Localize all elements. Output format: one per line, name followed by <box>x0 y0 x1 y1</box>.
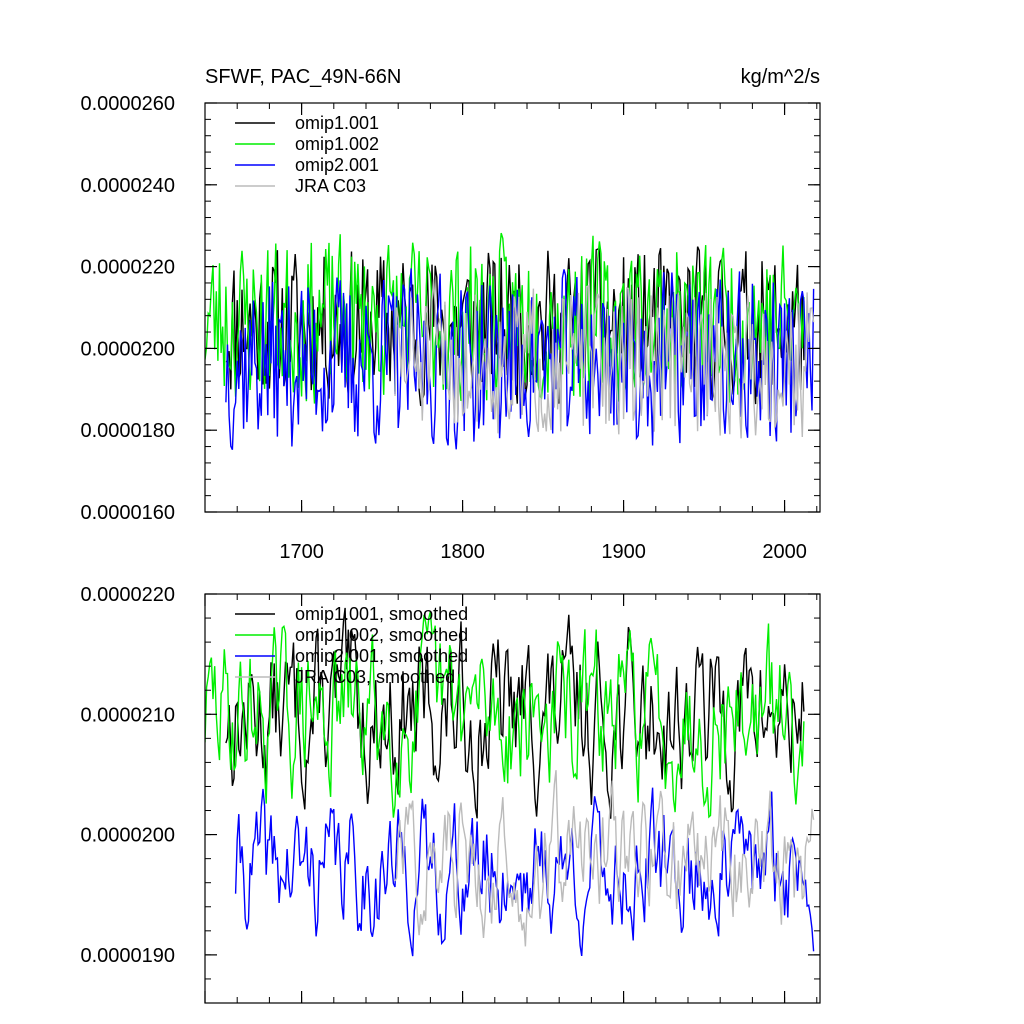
x-tick-label: 1700 <box>279 541 324 563</box>
top-panel: SFWF, PAC_49N-66N kg/m^2/s 0.00001600.00… <box>80 66 821 563</box>
top-series-group <box>205 232 815 450</box>
bottom-series-group <box>205 607 815 957</box>
y-tick-label: 0.0000200 <box>80 825 175 847</box>
y-tick-label: 0.0000210 <box>80 704 175 726</box>
y-tick-label: 0.0000180 <box>80 420 175 442</box>
legend-label: omip2.001, smoothed <box>295 646 468 666</box>
series-line-omip2-001-smoothed <box>234 787 815 957</box>
y-tick-label: 0.0000190 <box>80 945 175 967</box>
top-chart-units: kg/m^2/s <box>741 66 820 88</box>
legend-label: JRA C03, smoothed <box>295 667 455 687</box>
y-tick-label: 0.0000260 <box>80 93 175 115</box>
series-line-omip1-001-smoothed <box>225 607 805 819</box>
legend-label: omip1.001, smoothed <box>295 604 468 624</box>
plot-frame <box>204 102 821 513</box>
bottom-panel: 0.0000190 0.0000200 0.0000210 0.0000220 omi… <box>80 584 821 1004</box>
y-tick-label: 0.0000240 <box>80 175 175 197</box>
top-chart-title: SFWF, PAC_49N-66N <box>205 66 401 88</box>
legend-label: omip2.001 <box>295 155 379 175</box>
series-line-omip1-002 <box>205 232 805 404</box>
series-line-jra-c03 <box>394 279 815 439</box>
series-line-jra-c03-smoothed <box>394 770 815 947</box>
x-tick-label: 1900 <box>601 541 646 563</box>
legend-label: omip1.002 <box>295 134 379 154</box>
y-tick-label: 0.0000220 <box>80 584 175 606</box>
legend-label: omip1.001 <box>295 113 379 133</box>
bottom-axes: 0.0000190 0.0000200 0.0000210 0.0000220 <box>80 584 821 1004</box>
y-tick-label: 0.0000220 <box>80 257 175 279</box>
plot-frame <box>204 593 821 1004</box>
top-axes: 0.0000160 0.0000180 0.0000200 0.0000220 0.00… <box>80 93 821 563</box>
series-line-omip1-002-smoothed <box>205 611 805 819</box>
legend-label: JRA C03 <box>295 176 366 196</box>
y-tick-label: 0.0000160 <box>80 502 175 524</box>
x-tick-label: 1800 <box>440 541 485 563</box>
y-tick-label: 0.0000200 <box>80 338 175 360</box>
legend-label: omip1.002, smoothed <box>295 625 468 645</box>
x-tick-label: 2000 <box>762 541 807 563</box>
